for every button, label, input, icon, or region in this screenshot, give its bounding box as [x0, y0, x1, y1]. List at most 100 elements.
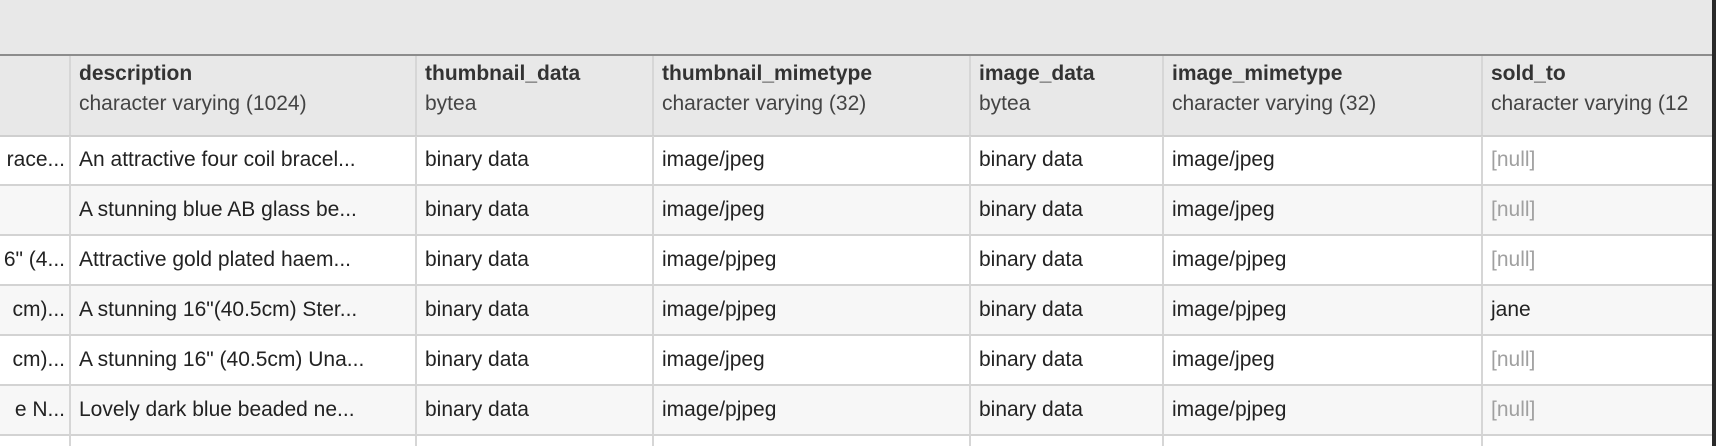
table-cell[interactable]: [null]	[1483, 386, 1712, 436]
table-row[interactable]: cm)... A stunning 16"(40.5cm) Ster... bina…	[0, 286, 1712, 336]
cell-value: Lovely dark blue beaded ne...	[79, 398, 355, 421]
table-cell[interactable]: binary data	[417, 386, 654, 436]
table-cell[interactable]	[0, 186, 71, 236]
header-row: description character varying (1024) thumb…	[0, 56, 1712, 137]
column-name: sold_to	[1491, 62, 1566, 85]
cell-value: cm)...	[12, 348, 66, 371]
table-cell[interactable]: [null]	[1483, 136, 1712, 186]
cell-value: image/pjpeg	[662, 398, 777, 421]
table-cell[interactable]: binary data	[417, 286, 654, 336]
column-header-thumbnail_mimetype[interactable]: thumbnail_mimetype character varying (32)	[654, 56, 971, 135]
column-header-thumbnail_data[interactable]: thumbnail_data bytea	[417, 56, 654, 135]
table-cell[interactable]: e N...	[0, 386, 71, 436]
cell-value: binary data	[979, 298, 1083, 321]
cell-value: [null]	[1491, 348, 1536, 371]
table-cell[interactable]: Lovely dark blue beaded ne...	[71, 386, 417, 436]
table-cell[interactable]: image/pjpeg	[654, 386, 971, 436]
column-header-sold_to[interactable]: sold_to character varying (12	[1483, 56, 1712, 135]
table-cell[interactable]: binary data	[971, 386, 1164, 436]
cell-value: Attractive gold plated haem...	[79, 248, 351, 271]
cell-value: A stunning 16"(40.5cm) Ster...	[79, 298, 358, 321]
table-cell[interactable]: 6" (4...	[0, 236, 71, 286]
cell-value: image/jpeg	[662, 198, 765, 221]
table-cell[interactable]: binary data	[417, 236, 654, 286]
table-cell[interactable]: binary data	[971, 186, 1164, 236]
table-cell[interactable]: image/pjpeg	[654, 236, 971, 286]
table-cell[interactable]	[417, 436, 654, 446]
cell-value: image/jpeg	[662, 148, 765, 171]
table-cell[interactable]: A stunning 16" (40.5cm) Una...	[71, 336, 417, 386]
table-cell[interactable]: [null]	[1483, 236, 1712, 286]
cell-value: [null]	[1491, 198, 1536, 221]
cell-value: binary data	[425, 348, 529, 371]
table-cell[interactable]: An attractive four coil bracel...	[71, 136, 417, 186]
cell-value: image/pjpeg	[662, 298, 777, 321]
table-row[interactable]: A stunning blue AB glass be... binary dat…	[0, 186, 1712, 236]
column-name: image_mimetype	[1172, 62, 1343, 85]
column-type: bytea	[425, 92, 477, 115]
cell-value: jane	[1491, 298, 1531, 321]
table-cell[interactable]	[971, 436, 1164, 446]
column-type: character varying (32)	[1172, 92, 1377, 115]
cell-value: image/pjpeg	[1172, 398, 1287, 421]
table-cell[interactable]	[1164, 436, 1483, 446]
table-cell[interactable]: image/jpeg	[654, 186, 971, 236]
column-header-description[interactable]: description character varying (1024)	[71, 56, 417, 135]
table-cell[interactable]: cm)...	[0, 336, 71, 386]
table-cell[interactable]: binary data	[971, 286, 1164, 336]
table-cell[interactable]: jane	[1483, 286, 1712, 336]
table-cell[interactable]: A stunning 16"(40.5cm) Ster...	[71, 286, 417, 336]
table-cell[interactable]: binary data	[417, 336, 654, 386]
table-cell[interactable]	[1483, 436, 1712, 446]
table-cell[interactable]	[71, 436, 417, 446]
column-type: character varying (32)	[662, 92, 867, 115]
table-cell[interactable]: Attractive gold plated haem...	[71, 236, 417, 286]
table-cell[interactable]: race...	[0, 136, 71, 186]
table-cell[interactable]	[0, 436, 71, 446]
table-cell[interactable]: image/jpeg	[1164, 136, 1483, 186]
cell-value: image/pjpeg	[1172, 298, 1287, 321]
table-cell[interactable]: image/pjpeg	[1164, 386, 1483, 436]
table-cell[interactable]	[654, 436, 971, 446]
cell-value: image/jpeg	[1172, 198, 1275, 221]
table-row[interactable]	[0, 436, 1712, 446]
cell-value: e N...	[14, 398, 65, 421]
table-cell[interactable]: image/jpeg	[654, 336, 971, 386]
table-cell[interactable]: image/jpeg	[1164, 336, 1483, 386]
table-cell[interactable]: binary data	[971, 136, 1164, 186]
table-row[interactable]: race... An attractive four coil bracel...…	[0, 136, 1712, 186]
cell-value: [null]	[1491, 148, 1536, 171]
table-cell[interactable]: A stunning blue AB glass be...	[71, 186, 417, 236]
column-type: character varying (1024)	[79, 92, 307, 115]
table-cell[interactable]: binary data	[971, 336, 1164, 386]
cell-value: cm)...	[12, 298, 66, 321]
cell-value: binary data	[425, 398, 529, 421]
table-cell[interactable]: binary data	[971, 236, 1164, 286]
column-header-partial[interactable]	[0, 56, 71, 135]
cell-value: binary data	[979, 248, 1083, 271]
table-row[interactable]: 6" (4... Attractive gold plated haem... bi…	[0, 236, 1712, 286]
table-row[interactable]: cm)... A stunning 16" (40.5cm) Una... bina…	[0, 336, 1712, 386]
table-cell[interactable]: image/pjpeg	[654, 286, 971, 336]
table-cell[interactable]: cm)...	[0, 286, 71, 336]
column-name: description	[79, 62, 193, 85]
table-cell[interactable]: binary data	[417, 186, 654, 236]
cell-value: race...	[6, 148, 65, 171]
column-name: thumbnail_mimetype	[662, 62, 873, 85]
column-header-image_data[interactable]: image_data bytea	[971, 56, 1164, 135]
table-cell[interactable]: binary data	[417, 136, 654, 186]
table-cell[interactable]: [null]	[1483, 336, 1712, 386]
table-cell[interactable]: image/jpeg	[654, 136, 971, 186]
table-cell[interactable]: [null]	[1483, 186, 1712, 236]
cell-value: image/jpeg	[662, 348, 765, 371]
column-header-image_mimetype[interactable]: image_mimetype character varying (32)	[1164, 56, 1483, 135]
table-cell[interactable]: image/pjpeg	[1164, 236, 1483, 286]
cell-value: image/jpeg	[1172, 148, 1275, 171]
column-name: image_data	[979, 62, 1095, 85]
table-row[interactable]: e N... Lovely dark blue beaded ne... binar…	[0, 386, 1712, 436]
results-grid: description character varying (1024) thumb…	[0, 56, 1712, 446]
table-cell[interactable]: image/pjpeg	[1164, 286, 1483, 336]
cell-value: binary data	[425, 298, 529, 321]
table-cell[interactable]: image/jpeg	[1164, 186, 1483, 236]
cell-value: image/pjpeg	[662, 248, 777, 271]
